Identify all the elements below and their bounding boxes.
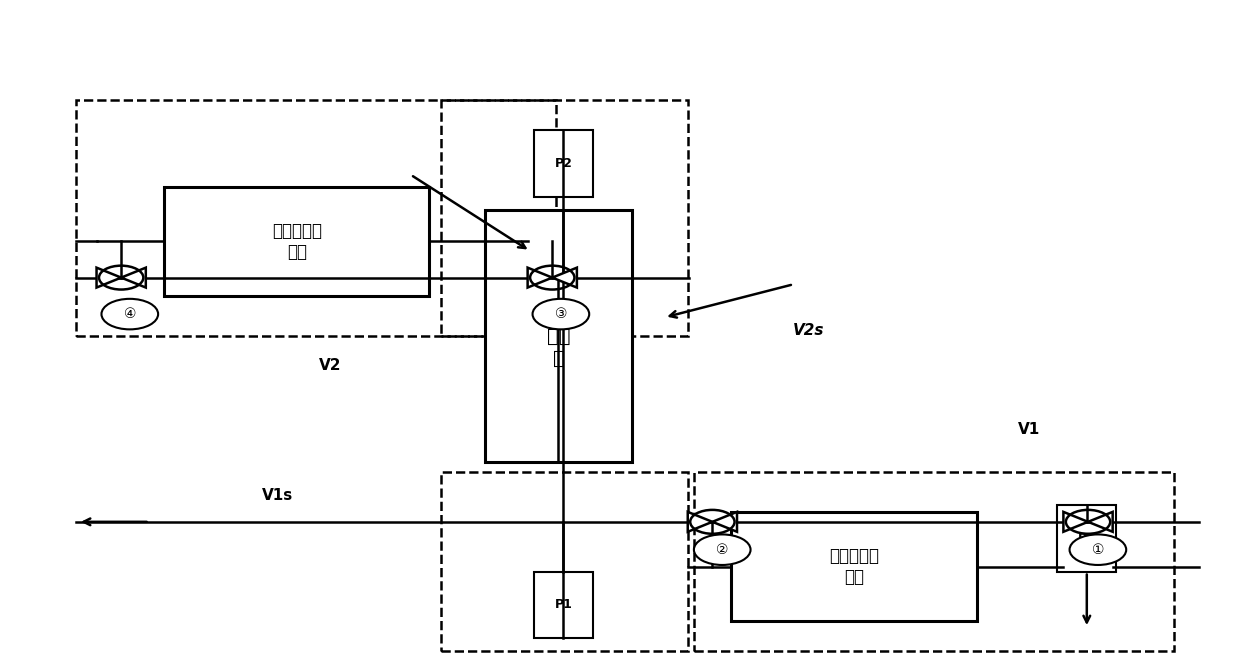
Bar — [730, 512, 977, 622]
Polygon shape — [1064, 512, 1087, 532]
Bar — [533, 130, 593, 197]
Circle shape — [1070, 534, 1126, 565]
Text: V2: V2 — [320, 358, 342, 372]
Text: 高压
反应
釜: 高压 反应 釜 — [547, 304, 570, 368]
Text: ④: ④ — [124, 307, 136, 321]
Bar — [485, 210, 632, 462]
Circle shape — [532, 299, 589, 329]
Text: ③: ③ — [554, 307, 567, 321]
Polygon shape — [97, 267, 122, 288]
Text: ②: ② — [715, 543, 728, 556]
Circle shape — [694, 534, 750, 565]
Text: V1: V1 — [1018, 422, 1040, 437]
Text: V2s: V2s — [792, 323, 823, 338]
Polygon shape — [122, 267, 146, 288]
Polygon shape — [528, 267, 552, 288]
Text: P1: P1 — [554, 598, 573, 612]
Bar — [441, 100, 688, 336]
Bar — [76, 100, 556, 336]
Bar — [694, 472, 1174, 651]
Bar — [164, 187, 429, 296]
Bar — [1058, 505, 1116, 572]
Text: P2: P2 — [554, 157, 573, 170]
Text: 入口标准容
积室: 入口标准容 积室 — [830, 547, 879, 586]
Text: P3: P3 — [1078, 532, 1096, 545]
Polygon shape — [712, 512, 737, 532]
Text: 出口标准容
积室: 出口标准容 积室 — [272, 222, 321, 261]
Circle shape — [102, 299, 159, 329]
Polygon shape — [1087, 512, 1112, 532]
Polygon shape — [552, 267, 577, 288]
Text: V1s: V1s — [263, 489, 294, 503]
Text: ①: ① — [1091, 543, 1104, 556]
Bar — [441, 472, 688, 651]
Polygon shape — [688, 512, 712, 532]
Bar — [533, 572, 593, 638]
